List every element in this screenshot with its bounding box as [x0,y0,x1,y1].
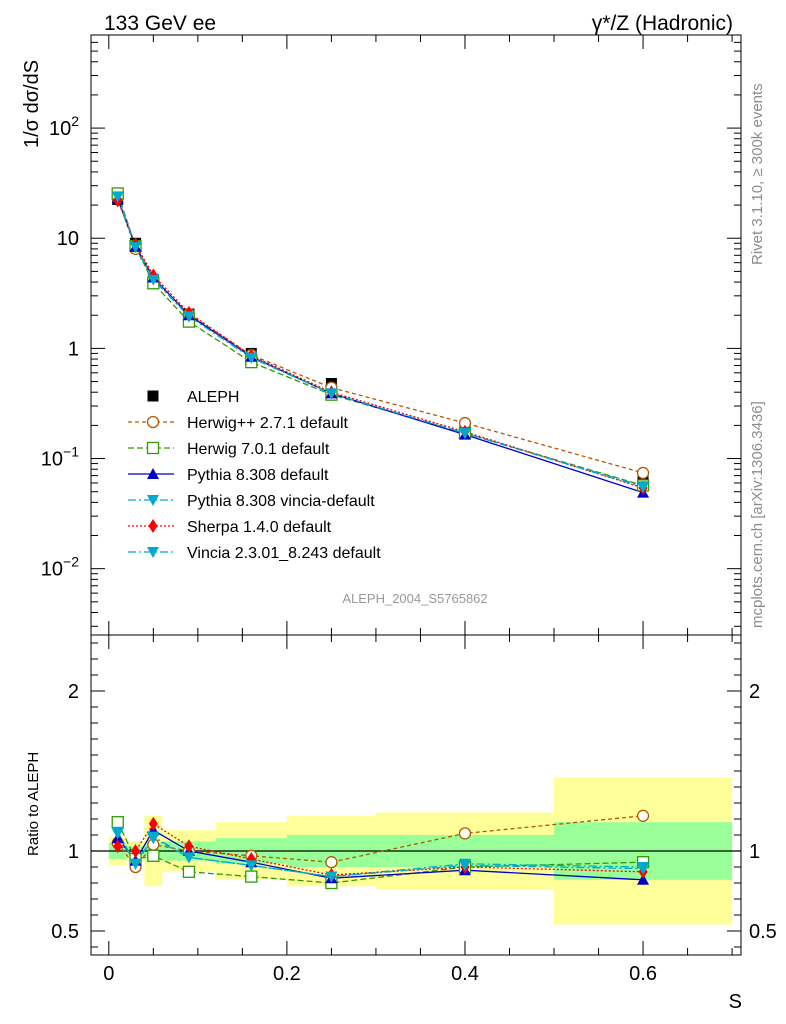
ratio-point [111,828,124,840]
ratio-point [637,873,650,885]
x-tick-label: 0.6 [629,963,657,985]
legend-marker [146,415,160,429]
legend-label: Herwig++ 2.7.1 default [187,415,349,432]
y-tick-label: 102 [49,113,79,140]
x-tick-label: 0.4 [451,963,479,985]
legend-marker [147,547,159,558]
legend-label: ALEPH [187,389,239,406]
ratio-point [245,860,258,872]
y-tick-label: 10−1 [41,444,79,471]
ratio-line [117,815,644,869]
chart-subtitle: γ*/Z (Hadronic) [592,12,733,35]
ratio-point [129,858,142,870]
y-axis-label: 1/σ dσ/dS [21,60,43,148]
series-point [636,466,650,480]
x-tick-label: 0.2 [273,963,301,985]
ratio-point [182,865,196,878]
ratio-point [325,871,338,883]
ratio-tick-label: 1 [68,841,79,863]
mcplots-label: mcplots.cern.ch [arXiv:1306.3436] [749,401,766,628]
ratio-point [184,839,194,854]
ratio-point [148,816,158,831]
ratio-point [636,809,650,822]
legend-marker [146,441,160,455]
ratio-point [245,870,258,883]
ratio-point [637,863,650,875]
ratio-tick-label: 2 [68,681,79,703]
watermark: ALEPH_2004_S5765862 [342,591,487,606]
legend-label: Pythia 8.308 default [187,467,329,484]
series-point [111,191,124,203]
legend-label: Vincia 2.3.01_8.243 default [187,545,381,562]
series-point [129,242,142,254]
ratio-line [117,821,644,884]
ratio-point [111,816,124,829]
ratio-tick-label: 0.5 [51,921,79,943]
ratio-tick-label-right: 1 [749,841,760,863]
ratio-frame [90,634,742,956]
series-point [325,388,338,400]
ratio-tick-label-right: 0.5 [749,921,777,943]
ratio-point [458,827,472,840]
legend-marker [148,519,158,533]
main-panel: 102 10 1 10−1 10−2 [41,34,742,955]
series-point [147,274,160,286]
y-tick-label: 1 [68,338,79,360]
ratio-line [117,822,644,876]
ratio-point [458,860,471,872]
legend: ALEPH Herwig++ 2.7.1 default Herwig 7.0.1 … [128,389,381,562]
ratio-panel: 0 0.2 0.4 0.6 2 2 1 1 0.5 0.5 [51,634,777,985]
y-tick-label: 10−2 [41,554,79,581]
x-tick-label: 0 [103,963,114,985]
series-point [458,428,471,440]
ratio-point [182,852,195,864]
rivet-label: Rivet 3.1.10, ≥ 300k events [749,83,766,265]
ratio-point [147,833,160,845]
ratio-tick-label-right: 2 [749,681,760,703]
ratio-point [147,849,160,862]
y-tick-label: 10 [57,228,79,250]
legend-marker [147,495,159,506]
chart-title: 133 GeV ee [104,12,216,35]
ratio-axis-label: Ratio to ALEPH [25,752,42,856]
legend-label: Pythia 8.308 vincia-default [187,493,375,510]
ratio-point [113,839,123,854]
ratio-point [325,856,338,869]
series-point [245,352,258,364]
series-point [637,482,650,494]
legend-label: Sherpa 1.4.0 default [187,519,332,536]
x-axis-label: S [729,991,742,1013]
legend-label: Herwig 7.0.1 default [187,441,330,458]
legend-marker [147,390,159,402]
ratio-point [131,844,141,858]
series-point [182,311,195,323]
legend-marker [147,468,159,479]
